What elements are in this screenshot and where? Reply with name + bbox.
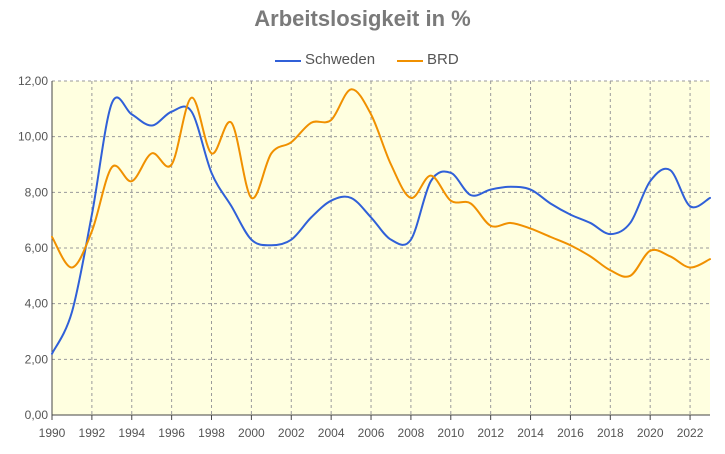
x-tick-label: 2006 — [358, 426, 385, 440]
series-group — [51, 88, 711, 355]
chart-title: Arbeitslosigkeit in % — [254, 6, 471, 31]
x-tick-label: 1996 — [158, 426, 185, 440]
x-tick-label: 1992 — [79, 426, 106, 440]
legend-swatch-brd — [397, 60, 423, 62]
x-tick-label: 2020 — [637, 426, 664, 440]
legend-label-brd: BRD — [427, 51, 459, 68]
x-tick-label: 1998 — [198, 426, 225, 440]
axes — [51, 81, 710, 420]
legend: Schweden BRD — [0, 50, 725, 72]
y-tick-label: 12,00 — [18, 74, 48, 88]
series-line-schweden — [51, 96, 711, 355]
x-tick-label: 2018 — [597, 426, 624, 440]
x-tick-label: 2002 — [278, 426, 305, 440]
x-tick-label: 2000 — [238, 426, 265, 440]
y-tick-label: 4,00 — [25, 297, 49, 311]
x-tick-label: 2014 — [517, 426, 544, 440]
y-tick-label: 6,00 — [25, 241, 49, 255]
x-tick-label: 2004 — [318, 426, 345, 440]
legend-swatch-schweden — [275, 60, 301, 62]
grid — [52, 80, 710, 415]
y-tick-label: 8,00 — [25, 185, 49, 199]
x-tick-label: 2022 — [677, 426, 704, 440]
legend-label-schweden: Schweden — [305, 51, 376, 68]
x-tick-label: 1990 — [39, 426, 66, 440]
tick-labels: 0,00 2,00 4,00 6,00 8,00 10,00 12,00 1990 1992 19… — [18, 74, 704, 440]
x-tick-label: 2010 — [437, 426, 464, 440]
y-tick-label: 0,00 — [25, 408, 49, 422]
x-tick-label: 2012 — [477, 426, 504, 440]
x-tick-label: 2016 — [557, 426, 584, 440]
x-tick-label: 1994 — [118, 426, 145, 440]
series-line-brd — [51, 88, 711, 278]
y-tick-label: 2,00 — [25, 352, 49, 366]
x-tick-label: 2008 — [398, 426, 425, 440]
y-tick-label: 10,00 — [18, 130, 48, 144]
